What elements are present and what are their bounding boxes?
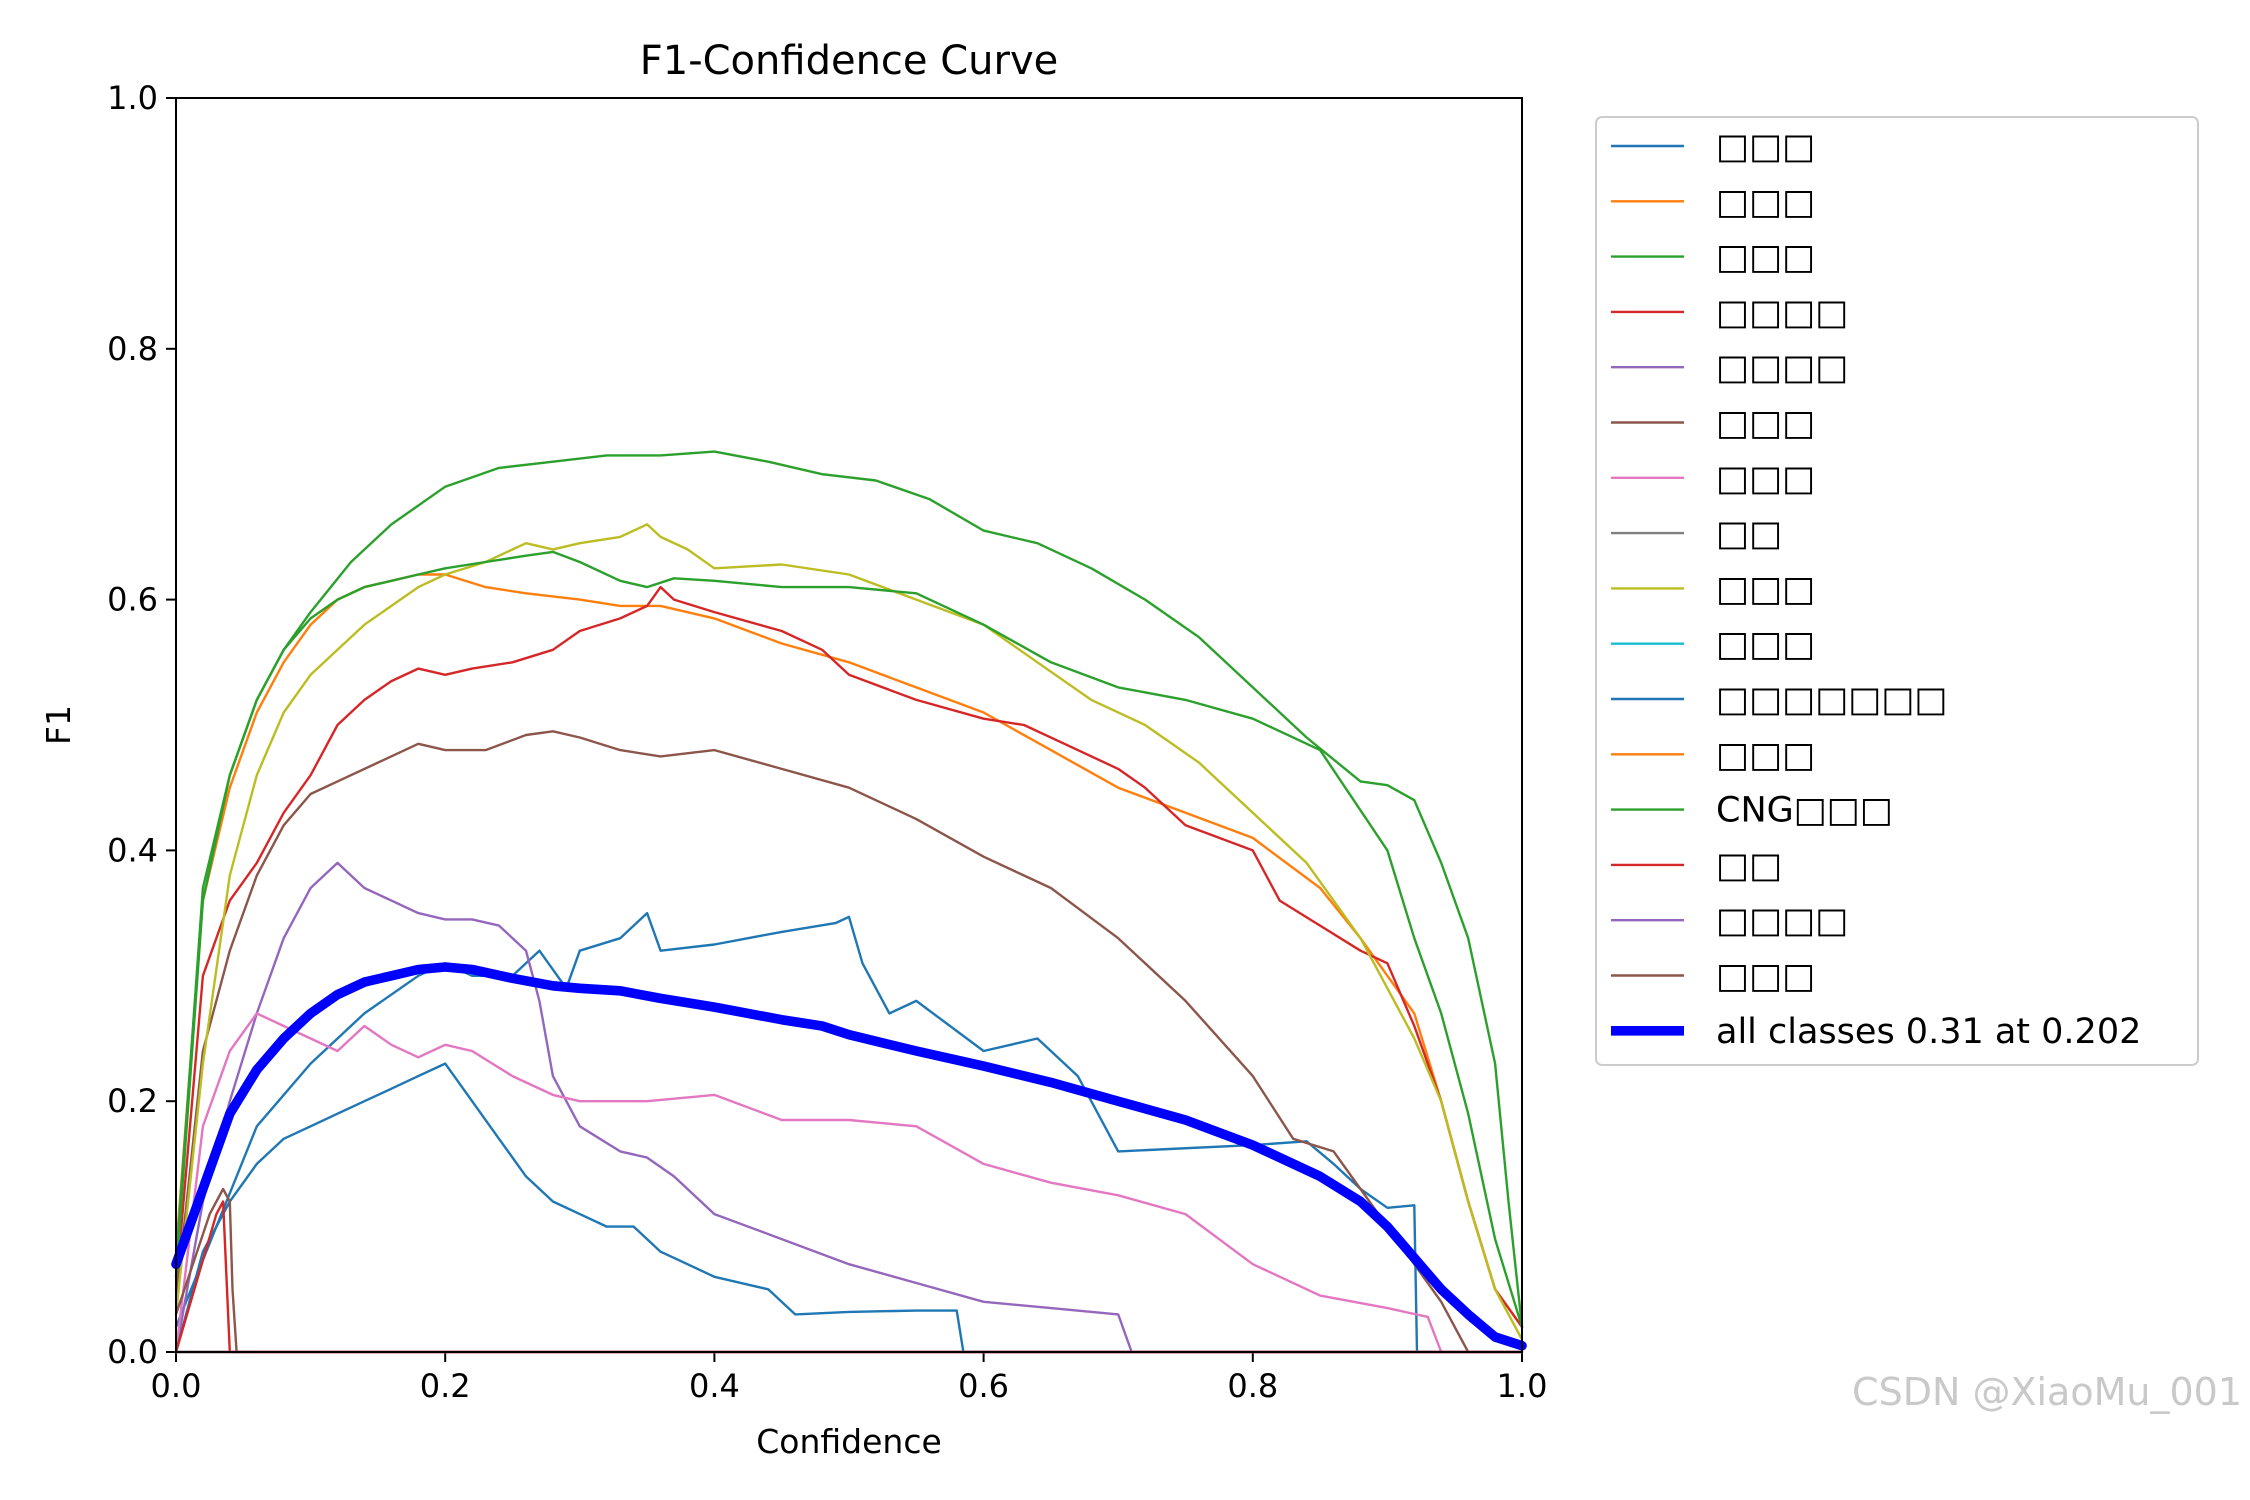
series-line-6 [174, 1012, 1524, 1354]
legend-label-4: □□□□ [1716, 348, 1848, 388]
x-axis-label: Confidence [756, 1422, 942, 1461]
legend-label-13: □□ [1716, 846, 1782, 886]
legend-label-2: □□□ [1716, 238, 1815, 278]
x-tick-label: 0.6 [958, 1367, 1009, 1405]
legend-label-14: □□□□ [1716, 901, 1848, 941]
legend-label-11: □□□ [1716, 735, 1815, 775]
chart-title: F1-Confidence Curve [640, 38, 1059, 84]
x-tick-label: 0.0 [151, 1367, 202, 1405]
legend-label-0: □□□ [1716, 127, 1815, 167]
series-line-5 [174, 730, 1524, 1354]
plot-lines [171, 450, 1527, 1354]
series-line-3 [174, 585, 1524, 1329]
legend-label-7: □□ [1716, 514, 1782, 554]
x-tick-label: 1.0 [1497, 1367, 1548, 1405]
x-tick-label: 0.2 [420, 1367, 471, 1405]
legend-label-16: all classes 0.31 at 0.202 [1716, 1012, 2141, 1052]
legend-label-6: □□□ [1716, 459, 1815, 499]
series-line-10 [174, 1062, 1524, 1354]
y-tick-label: 0.2 [107, 1082, 158, 1120]
series-line-4 [174, 861, 1524, 1354]
legend-frame [1595, 116, 2199, 1066]
legend-label-10: □□□□□□□ [1716, 680, 1947, 720]
y-axis-label: F1 [39, 705, 78, 745]
series-line-8 [174, 523, 1524, 1341]
legend: □□□□□□□□□□□□□□□□□□□□□□□□□□□□□□□□□□□□□□□□… [1595, 116, 2199, 1066]
legend-label-9: □□□ [1716, 625, 1815, 665]
legend-label-3: □□□□ [1716, 293, 1848, 333]
y-tick-label: 0.0 [107, 1333, 158, 1371]
series-line-15 [174, 1187, 1524, 1354]
legend-label-12: CNG□□□ [1716, 791, 1893, 831]
legend-label-1: □□□ [1716, 182, 1815, 222]
y-tick-label: 0.8 [107, 330, 158, 368]
watermark: CSDN @XiaoMu_001 [1852, 1370, 2242, 1414]
x-tick-label: 0.4 [689, 1367, 740, 1405]
legend-label-8: □□□ [1716, 569, 1815, 609]
series-line-2 [174, 450, 1524, 1329]
axis-ticks: 0.0 0.2 0.4 0.6 0.8 1.0 0.0 0.2 0.4 0.6 0.8 1.0 [107, 79, 1547, 1405]
y-tick-label: 0.6 [107, 581, 158, 619]
legend-label-5: □□□ [1716, 404, 1815, 444]
series-line-1 [174, 573, 1524, 1329]
series-line-13 [174, 1200, 1524, 1354]
legend-label-15: □□□ [1716, 957, 1815, 997]
y-tick-label: 1.0 [107, 79, 158, 117]
plot-frame [175, 97, 1523, 1353]
series-line-12 [174, 550, 1524, 1329]
series-line-16 [171, 962, 1527, 1351]
y-tick-label: 0.4 [107, 831, 158, 869]
x-tick-label: 0.8 [1227, 1367, 1278, 1405]
